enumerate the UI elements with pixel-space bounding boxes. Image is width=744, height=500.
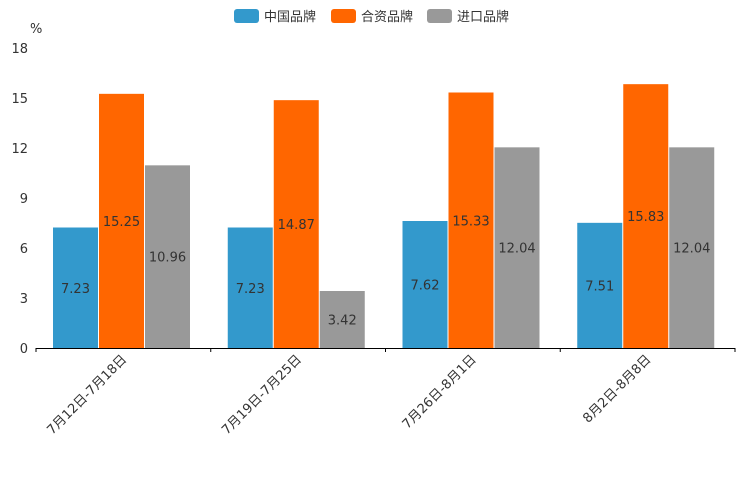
bars: 7.23 15.25 10.96 7.23 14.87 3.42 7.62 15.33 12.0… bbox=[53, 84, 715, 349]
bar-value-label: 12.04 bbox=[498, 242, 535, 257]
bar-value-label: 15.33 bbox=[452, 214, 489, 229]
bar-value-label: 7.23 bbox=[61, 282, 90, 297]
x-tick-label: 8月2日-8月8日 bbox=[580, 352, 654, 426]
y-tick-label: 0 bbox=[20, 342, 28, 357]
y-tick-label: 15 bbox=[11, 92, 28, 107]
y-axis-unit-label: % bbox=[30, 22, 42, 37]
bar-value-label: 12.04 bbox=[673, 242, 710, 257]
bar[interactable] bbox=[577, 222, 623, 348]
x-tick-label: 7月19日-7月25日 bbox=[219, 352, 305, 438]
legend-label: 中国品牌 bbox=[264, 9, 316, 25]
legend-swatch bbox=[234, 9, 259, 23]
legend-label: 合资品牌 bbox=[361, 9, 413, 25]
y-tick-label: 3 bbox=[20, 292, 28, 307]
bar-value-label: 3.42 bbox=[328, 314, 357, 329]
x-tick-label: 7月12日-7月18日 bbox=[44, 352, 130, 438]
legend-swatch bbox=[427, 9, 452, 23]
bar[interactable] bbox=[402, 221, 448, 348]
y-tick-label: 18 bbox=[11, 42, 28, 57]
bar[interactable] bbox=[669, 147, 715, 348]
y-tick-label: 6 bbox=[20, 242, 28, 257]
x-axis: 7月12日-7月18日 7月19日-7月25日 7月26日-8月1日 8月2日-8月8… bbox=[35, 348, 736, 438]
bar-value-label: 7.62 bbox=[411, 279, 440, 294]
bar[interactable] bbox=[227, 227, 273, 349]
legend-swatch bbox=[331, 9, 356, 23]
y-tick-label: 12 bbox=[11, 142, 28, 157]
legend: 中国品牌 合资品牌 进口品牌 bbox=[234, 9, 509, 25]
bar-value-label: 7.51 bbox=[585, 279, 614, 294]
bar[interactable] bbox=[494, 147, 540, 348]
legend-item[interactable]: 合资品牌 bbox=[331, 9, 413, 25]
bar-value-label: 15.83 bbox=[627, 210, 664, 225]
bar[interactable] bbox=[623, 84, 669, 349]
y-axis: 0 3 6 9 12 15 18 bbox=[11, 42, 28, 357]
legend-item[interactable]: 中国品牌 bbox=[234, 9, 316, 25]
bar[interactable] bbox=[448, 92, 494, 349]
bar[interactable] bbox=[53, 227, 98, 349]
bar-value-label: 15.25 bbox=[103, 215, 140, 230]
legend-label: 进口品牌 bbox=[457, 9, 509, 25]
bar[interactable] bbox=[145, 165, 190, 348]
bar-value-label: 10.96 bbox=[149, 251, 186, 266]
bar[interactable] bbox=[273, 100, 319, 349]
bar-value-label: 14.87 bbox=[278, 218, 315, 233]
legend-item[interactable]: 进口品牌 bbox=[427, 9, 509, 25]
bar-value-label: 7.23 bbox=[236, 282, 265, 297]
y-tick-label: 9 bbox=[20, 192, 28, 207]
bar[interactable] bbox=[319, 291, 365, 348]
bar[interactable] bbox=[99, 93, 144, 348]
x-tick-label: 7月26日-8月1日 bbox=[400, 352, 480, 432]
